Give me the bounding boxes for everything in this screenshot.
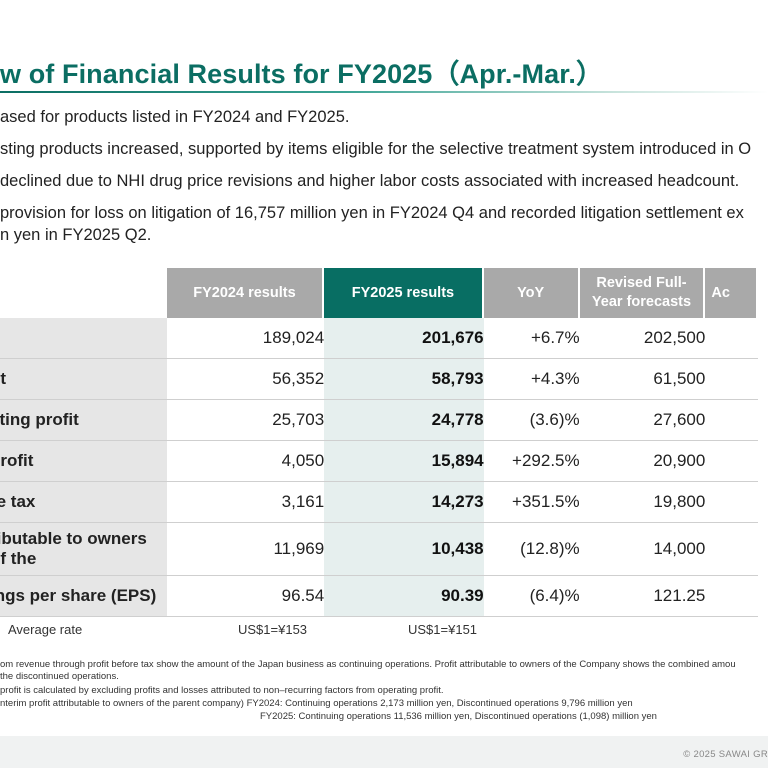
forecast-value: 14,000 [579,523,706,576]
header-forecast: Revised Full-Year forecasts [579,268,706,318]
fy2025-value: 90.39 [324,576,484,617]
footnote-2: profit is calculated by excluding profit… [0,685,444,696]
summary-bullet-2: sting products increased, supported by i… [0,140,752,158]
row-label: re tax [0,482,167,523]
achievement-value [705,576,758,617]
fy2024-value: 56,352 [166,359,325,400]
average-rate-fy2024: US$1=¥153 [238,622,308,637]
fy2025-value: 24,778 [324,400,484,441]
row-label: ributable to owners of the [0,523,167,576]
forecast-value: 121.25 [579,576,706,617]
footnote-3: nterim profit attributable to owners of … [0,698,633,709]
summary-bullet-3: declined due to NHI drug price revisions… [0,172,740,190]
financial-results-table: FY2024 results FY2025 results YoY Revise… [0,268,758,617]
average-rate-fy2025: US$1=¥151 [408,622,478,637]
title-underline [0,91,768,93]
row-label: ating profit [0,400,167,441]
row-label: profit [0,441,167,482]
table-header-row: FY2024 results FY2025 results YoY Revise… [0,268,758,318]
table-row: ings per share (EPS) 96.54 90.39 (6.4)% … [0,576,758,617]
header-fy2024: FY2024 results [166,268,325,318]
copyright: © 2025 SAWAI GR [683,749,768,760]
footnote-1: om revenue through profit before tax sho… [0,659,736,670]
row-label: ings per share (EPS) [0,576,167,617]
yoy-value: +351.5% [483,482,580,523]
table-row: fit 56,352 58,793 +4.3% 61,500 [0,359,758,400]
fy2024-value: 3,161 [166,482,325,523]
row-label: fit [0,359,167,400]
fy2024-value: 25,703 [166,400,325,441]
yoy-value: (12.8)% [483,523,580,576]
summary-bullet-1: ased for products listed in FY2024 and F… [0,108,350,126]
yoy-value: (3.6)% [483,400,580,441]
forecast-value: 20,900 [579,441,706,482]
table-row: re tax 3,161 14,273 +351.5% 19,800 [0,482,758,523]
fy2025-value: 58,793 [324,359,484,400]
row-label [0,318,167,359]
achievement-value [705,482,758,523]
yoy-value: +292.5% [483,441,580,482]
forecast-value: 202,500 [579,318,706,359]
achievement-value [705,400,758,441]
achievement-value [705,441,758,482]
table-row: ributable to owners of the 11,969 10,438… [0,523,758,576]
header-fy2025: FY2025 results [324,268,484,318]
header-achievement: Ac [705,268,758,318]
table-row: profit 4,050 15,894 +292.5% 20,900 [0,441,758,482]
forecast-value: 61,500 [579,359,706,400]
footer-band [0,736,768,768]
fy2024-value: 189,024 [166,318,325,359]
page-title: w of Financial Results for FY2025（Apr.-M… [0,59,604,89]
average-rate-label: Average rate [8,622,83,637]
footnote-1-cont: the discontinued operations. [0,671,119,682]
yoy-value: +4.3% [483,359,580,400]
achievement-value [705,523,758,576]
forecast-value: 27,600 [579,400,706,441]
achievement-value [705,359,758,400]
table-row: 189,024 201,676 +6.7% 202,500 [0,318,758,359]
fy2025-value: 15,894 [324,441,484,482]
summary-bullet-4: provision for loss on litigation of 16,7… [0,204,744,222]
header-empty [0,268,167,318]
fy2024-value: 11,969 [166,523,325,576]
achievement-value [705,318,758,359]
forecast-value: 19,800 [579,482,706,523]
fy2024-value: 96.54 [166,576,325,617]
header-yoy: YoY [483,268,580,318]
table-row: ating profit 25,703 24,778 (3.6)% 27,600 [0,400,758,441]
footnote-3-cont: FY2025: Continuing operations 11,536 mil… [260,711,657,722]
fy2025-value: 14,273 [324,482,484,523]
fy2024-value: 4,050 [166,441,325,482]
summary-bullet-4-cont: n yen in FY2025 Q2. [0,226,152,244]
yoy-value: (6.4)% [483,576,580,617]
fy2025-value: 201,676 [324,318,484,359]
fy2025-value: 10,438 [324,523,484,576]
yoy-value: +6.7% [483,318,580,359]
